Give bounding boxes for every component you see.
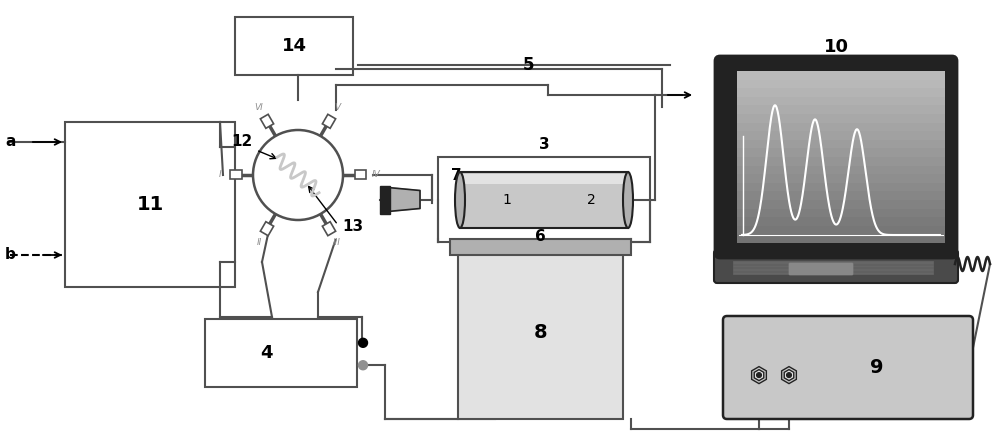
Bar	[737, 97, 945, 105]
Ellipse shape	[455, 172, 465, 228]
Text: 4: 4	[260, 344, 272, 362]
Text: 8: 8	[534, 324, 547, 342]
Bar	[737, 226, 945, 234]
Text: 10: 10	[824, 38, 848, 56]
Text: 13: 13	[342, 219, 363, 235]
Bar	[737, 114, 945, 122]
Ellipse shape	[623, 172, 633, 228]
Text: 12: 12	[232, 134, 253, 149]
Polygon shape	[754, 370, 764, 380]
Bar	[65, 122, 235, 287]
Text: 3: 3	[539, 138, 549, 152]
Text: VI: VI	[255, 103, 263, 112]
Text: 9: 9	[870, 358, 884, 377]
Text: 5: 5	[522, 56, 534, 74]
Circle shape	[253, 130, 343, 220]
Text: b: b	[5, 248, 16, 262]
Bar	[737, 88, 945, 97]
Text: 11: 11	[136, 195, 164, 214]
Text: I: I	[219, 170, 221, 180]
Bar	[462, 174, 626, 184]
Polygon shape	[784, 370, 794, 380]
Bar	[737, 191, 945, 200]
FancyBboxPatch shape	[723, 316, 973, 419]
Bar	[737, 80, 945, 88]
FancyBboxPatch shape	[789, 263, 853, 275]
Text: II: II	[256, 238, 262, 247]
Circle shape	[358, 338, 368, 347]
Bar	[737, 140, 945, 148]
Bar	[737, 131, 945, 140]
Circle shape	[786, 373, 792, 378]
Bar	[737, 200, 945, 209]
Polygon shape	[752, 367, 766, 384]
Polygon shape	[388, 187, 420, 211]
Circle shape	[358, 361, 368, 370]
Bar	[438, 157, 650, 242]
Circle shape	[757, 373, 762, 378]
FancyBboxPatch shape	[715, 56, 957, 258]
Polygon shape	[782, 367, 796, 384]
FancyBboxPatch shape	[714, 250, 958, 283]
Bar	[235, 17, 353, 75]
Bar	[737, 217, 945, 226]
Bar	[205, 319, 357, 387]
Bar	[733, 272, 933, 274]
Bar	[733, 268, 933, 270]
Bar	[737, 157, 945, 165]
Polygon shape	[260, 114, 274, 128]
Text: 6: 6	[535, 229, 546, 245]
Text: IV: IV	[372, 170, 380, 180]
Polygon shape	[322, 114, 336, 128]
Text: 2: 2	[587, 193, 595, 207]
Bar	[460, 172, 628, 228]
Bar	[733, 265, 933, 267]
Polygon shape	[354, 170, 366, 180]
Bar	[737, 148, 945, 157]
Text: 7: 7	[451, 168, 461, 182]
Bar	[737, 165, 945, 174]
Text: 14: 14	[282, 37, 306, 55]
Polygon shape	[260, 222, 274, 236]
Bar	[737, 209, 945, 217]
Bar	[380, 186, 390, 214]
Bar	[737, 105, 945, 114]
Text: 1: 1	[503, 193, 511, 207]
Bar	[733, 261, 933, 264]
Text: a: a	[5, 135, 15, 149]
Bar	[737, 234, 945, 243]
Polygon shape	[322, 222, 336, 236]
Bar	[450, 239, 631, 255]
Bar	[737, 174, 945, 183]
Bar	[737, 122, 945, 131]
Text: III: III	[333, 238, 341, 247]
Bar	[458, 247, 623, 419]
Bar	[737, 183, 945, 191]
Bar	[737, 71, 945, 80]
Polygon shape	[230, 170, 242, 180]
Text: V: V	[334, 103, 340, 112]
